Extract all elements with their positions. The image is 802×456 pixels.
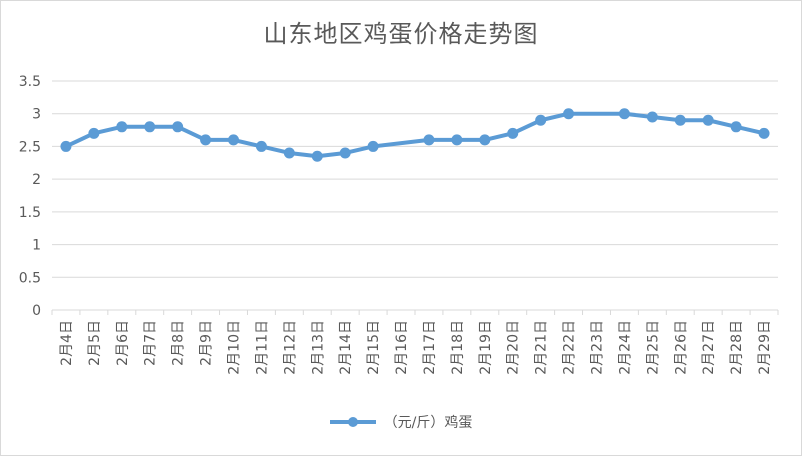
x-tick-label: 2月22日 <box>562 320 578 375</box>
data-point <box>172 121 184 133</box>
x-tick-label: 2月17日 <box>422 320 438 375</box>
data-point <box>702 114 714 126</box>
x-tick-label: 2月21日 <box>534 320 550 375</box>
legend: （元/斤）鸡蛋 <box>0 412 802 432</box>
x-tick-label: 2月11日 <box>254 320 270 375</box>
x-tick-label: 2月27日 <box>701 320 717 375</box>
x-axis-ticks: 2月4日 2月5日 2月6日 2月7日 2月8日 2月9日 2月10日 2月11日 2月12日 2… <box>59 320 773 375</box>
data-point <box>88 127 100 139</box>
data-point <box>646 111 658 123</box>
data-point <box>60 140 72 152</box>
x-tick-label: 2月9日 <box>199 320 215 366</box>
data-point <box>451 134 463 146</box>
data-point <box>674 114 686 126</box>
x-tick-label: 2月10日 <box>227 320 243 375</box>
x-tick-label: 2月28日 <box>729 320 745 375</box>
y-tick-label: 0.5 <box>19 270 41 286</box>
y-tick-label: 3 <box>32 107 41 123</box>
x-tick-label: 2月26日 <box>673 320 689 375</box>
y-tick-label: 2 <box>32 172 41 188</box>
x-tick-label: 2月23日 <box>590 320 606 375</box>
data-point <box>311 150 323 162</box>
data-point <box>507 127 519 139</box>
x-tick-label: 2月5日 <box>87 320 103 366</box>
x-tick-label: 2月6日 <box>115 320 131 366</box>
series-line <box>65 111 765 159</box>
data-point <box>283 147 295 159</box>
data-point <box>535 114 547 126</box>
data-point <box>144 121 156 133</box>
x-tick-label: 2月20日 <box>506 320 522 375</box>
y-tick-label: 0 <box>32 303 41 319</box>
x-tick-label: 2月25日 <box>645 320 661 375</box>
gridlines <box>51 80 779 315</box>
data-point <box>367 140 379 152</box>
y-tick-label: 1.5 <box>19 205 41 221</box>
data-point <box>200 134 212 146</box>
x-tick-label: 2月24日 <box>617 320 633 375</box>
data-point <box>339 147 351 159</box>
data-point <box>479 134 491 146</box>
x-tick-label: 2月19日 <box>478 320 494 375</box>
y-tick-label: 2.5 <box>19 139 41 155</box>
x-tick-label: 2月15日 <box>366 320 382 375</box>
data-point <box>228 134 239 146</box>
series-group <box>60 108 770 162</box>
x-tick-label: 2月18日 <box>450 320 466 375</box>
data-point <box>423 134 435 146</box>
x-tick-label: 2月14日 <box>338 320 354 375</box>
data-point <box>563 108 575 120</box>
x-tick-label: 2月29日 <box>757 320 773 375</box>
x-tick-label: 2月13日 <box>310 320 326 375</box>
data-point <box>758 127 770 139</box>
x-tick-label: 2月12日 <box>282 320 298 375</box>
data-point <box>730 121 742 133</box>
chart-title: 山东地区鸡蛋价格走势图 <box>263 20 539 48</box>
data-point <box>618 108 630 120</box>
legend-marker <box>329 417 376 427</box>
data-point <box>255 140 267 152</box>
data-point <box>116 121 128 133</box>
x-tick-label: 2月8日 <box>171 320 187 366</box>
x-tick-label: 2月7日 <box>143 320 159 366</box>
x-tick-label: 2月16日 <box>394 320 410 375</box>
y-axis-ticks: 0 0.5 1 1.5 2 2.5 3 3.5 <box>19 74 41 319</box>
legend-label: （元/斤）鸡蛋 <box>383 415 473 431</box>
y-tick-label: 1 <box>32 238 41 254</box>
y-tick-label: 3.5 <box>19 74 41 90</box>
x-tick-label: 2月4日 <box>59 320 75 366</box>
